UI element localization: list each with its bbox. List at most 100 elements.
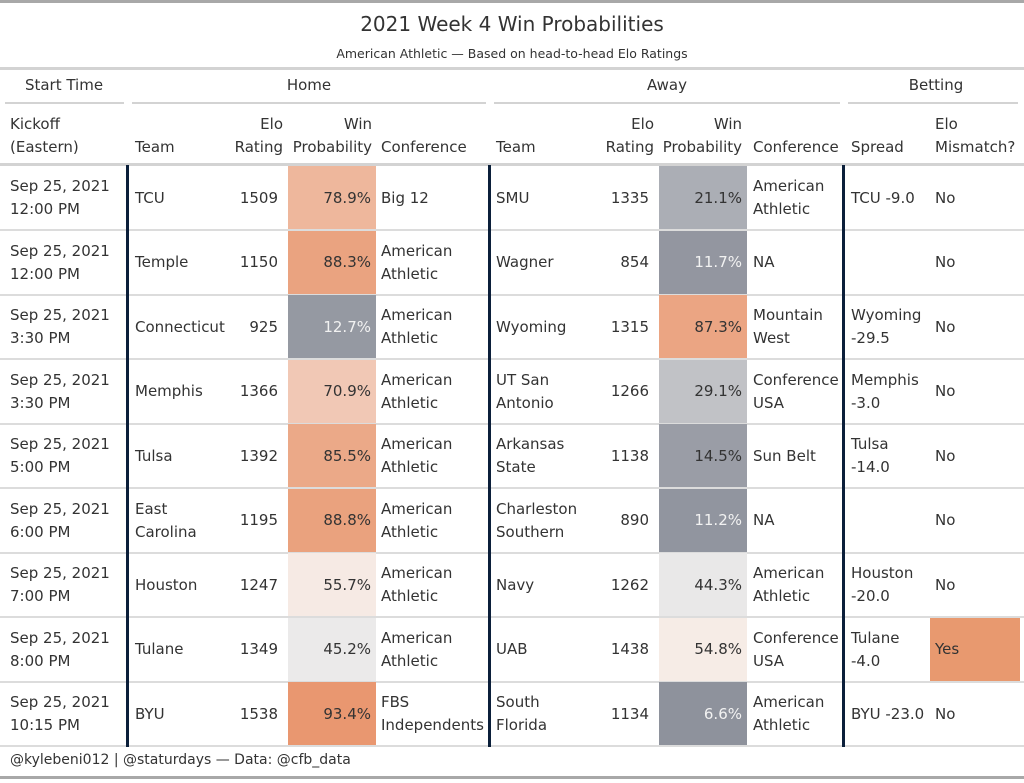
away-elo-cell: 1438 [600, 618, 654, 682]
away-conf-value: American Athletic [753, 564, 825, 605]
row-divider [0, 229, 1024, 231]
away-elo-cell: 890 [600, 489, 654, 553]
row-divider [0, 422, 1024, 425]
away-team-value: South Florida [496, 693, 548, 734]
home-elo-value: 1349 [239, 640, 278, 658]
spread-cell: BYU -23.0 [851, 682, 929, 746]
divider-start-home [126, 165, 129, 747]
mismatch-value: No [935, 511, 956, 529]
home-elo-value: 1538 [239, 704, 278, 723]
col-spread: Spread [851, 138, 904, 156]
home-team-cell: BYU [135, 682, 230, 746]
col-home-elo-line2: Rating [234, 138, 283, 156]
spanner-start-time: Start Time [24, 76, 104, 94]
col-away-conf: Conference [753, 138, 839, 156]
kickoff-date: Sep 25, 2021 [10, 370, 110, 389]
col-home-elo: Elo Rating [230, 113, 283, 159]
kickoff-cell: Sep 25, 2021 3:30 PM [10, 360, 125, 424]
home-conf-cell: American Athletic [381, 553, 486, 617]
kickoff-date: Sep 25, 2021 [10, 628, 110, 647]
kickoff-cell: Sep 25, 2021 10:15 PM [10, 682, 125, 746]
heading-divider [0, 67, 1024, 70]
col-home-team: Team [135, 138, 175, 156]
home-conf-cell: American Athletic [381, 295, 486, 359]
home-wp-cell: 12.7% [288, 295, 376, 359]
mismatch-cell: No [930, 231, 1018, 295]
spanner-betting: Betting [908, 76, 964, 94]
home-elo-cell: 1349 [230, 618, 283, 682]
home-conf-value: American Athletic [381, 241, 453, 283]
spread-value: Tulsa -14.0 [851, 435, 890, 476]
col-away-elo: Elo Rating [600, 113, 654, 159]
spread-cell: Tulsa -14.0 [851, 424, 929, 488]
spread-cell: Houston -20.0 [851, 553, 929, 617]
away-elo-value: 1138 [610, 446, 649, 465]
spread-value: Memphis -3.0 [851, 370, 919, 412]
away-team-cell: Arkansas State [496, 424, 596, 488]
table-row: Sep 25, 2021 7:00 PM Houston 1247 55.7% Ameri… [0, 553, 1024, 617]
home-wp-value: 78.9% [323, 188, 371, 207]
mismatch-cell: No [930, 553, 1018, 617]
home-wp-cell: 88.3% [288, 230, 376, 295]
home-conf-value: American Athletic [381, 435, 453, 476]
kickoff-date: Sep 25, 2021 [10, 564, 110, 582]
table-row: Sep 25, 2021 10:15 PM BYU 1538 93.4% FBS Inde… [0, 682, 1024, 746]
kickoff-time: 3:30 PM [10, 393, 71, 412]
kickoff-time: 10:15 PM [10, 716, 80, 734]
home-elo-value: 1195 [239, 511, 278, 529]
away-wp-cell: 29.1% [659, 359, 747, 424]
away-elo-cell: 1262 [600, 553, 654, 617]
away-elo-cell: 854 [600, 231, 654, 295]
mismatch-value: No [935, 188, 956, 207]
away-team-value: Charleston Southern [496, 499, 578, 541]
away-conf-cell: American Athletic [753, 553, 840, 617]
spread-value: BYU -23.0 [851, 704, 925, 723]
mismatch-value: No [935, 382, 956, 400]
away-conf-cell: American Athletic [753, 166, 840, 230]
away-wp-value: 11.7% [694, 253, 742, 271]
col-away-elo-line1: Elo [631, 115, 654, 133]
spanner-line-away [494, 102, 840, 104]
home-wp-cell: 88.8% [288, 488, 376, 553]
mismatch-value: No [935, 704, 956, 723]
spread-value: Houston -20.0 [851, 564, 914, 605]
home-wp-value: 93.4% [323, 704, 371, 723]
away-wp-cell: 21.1% [659, 166, 747, 230]
kickoff-time: 7:00 PM [10, 587, 71, 605]
col-kickoff-line2: (Eastern) [10, 138, 79, 156]
away-conf-value: NA [753, 511, 775, 529]
row-divider [0, 487, 1024, 489]
home-conf-cell: American Athletic [381, 424, 486, 488]
home-elo-cell: 1366 [230, 360, 283, 424]
away-wp-cell: 87.3% [659, 295, 747, 359]
home-team-value: Connecticut [135, 317, 225, 336]
home-conf-cell: FBS Independents [381, 682, 486, 746]
kickoff-cell: Sep 25, 2021 12:00 PM [10, 166, 125, 230]
away-team-value: Arkansas State [496, 435, 565, 476]
top-border [0, 0, 1024, 3]
away-conf-value: Sun Belt [753, 446, 816, 465]
away-elo-cell: 1335 [600, 166, 654, 230]
away-team-cell: UAB [496, 618, 596, 682]
col-away-team: Team [496, 138, 536, 156]
away-conf-cell: Conference USA [753, 360, 840, 424]
home-elo-cell: 1392 [230, 424, 283, 488]
home-conf-cell: Big 12 [381, 166, 486, 230]
spanner-line-start [5, 102, 124, 104]
kickoff-cell: Sep 25, 2021 5:00 PM [10, 424, 125, 488]
away-conf-cell: NA [753, 489, 840, 553]
home-wp-cell: 78.9% [288, 166, 376, 230]
home-team-cell: Tulsa [135, 424, 230, 488]
spread-cell: Wyoming -29.5 [851, 295, 929, 359]
away-conf-cell: Sun Belt [753, 424, 840, 488]
away-elo-value: 890 [620, 511, 649, 529]
kickoff-time: 12:00 PM [10, 264, 80, 283]
kickoff-date: Sep 25, 2021 [10, 435, 110, 453]
home-wp-value: 70.9% [323, 382, 371, 400]
away-elo-value: 1315 [610, 317, 649, 336]
home-team-cell: Memphis [135, 360, 230, 424]
away-conf-cell: Conference USA [753, 618, 840, 682]
away-elo-value: 1335 [610, 188, 649, 207]
row-divider [0, 293, 1024, 296]
